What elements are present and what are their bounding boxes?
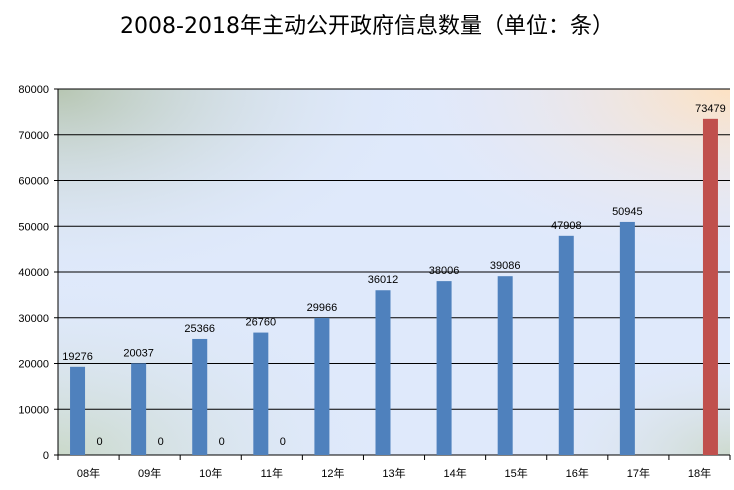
y-tick-label: 0 [43,450,49,462]
data-label: 19276 [62,351,93,363]
x-tick-label: 15年 [505,466,528,480]
data-label: 47908 [551,220,582,232]
bar [619,221,635,455]
data-label: 38006 [429,265,460,277]
data-label: 39086 [490,260,521,272]
x-tick-label: 11年 [261,466,283,480]
bar [70,366,86,455]
data-label: 20037 [123,347,154,359]
data-label: 0 [96,436,102,448]
x-tick-label: 16年 [566,466,589,480]
x-tick-label: 18年 [688,466,711,480]
y-tick-label: 80000 [18,84,49,96]
y-tick-label: 70000 [18,130,49,142]
data-label: 0 [280,436,286,448]
y-tick-label: 20000 [18,359,49,371]
bar [375,290,391,455]
bar [558,235,574,455]
x-tick-label: 08年 [77,466,100,480]
data-label: 50945 [612,206,643,218]
bars [70,118,718,456]
data-label: 73479 [695,103,726,115]
axes: 0 10000 20000 30000 40000 50000 60000 70000 8000… [18,84,731,480]
data-label: 25366 [184,323,215,335]
bar [702,118,718,456]
x-tick-label: 14年 [443,466,466,480]
labels: 19276 20037 25366 26760 29966 36012 38006 39086… [62,103,726,448]
data-label: 0 [219,436,225,448]
data-label: 26760 [246,317,277,329]
bar [314,317,330,455]
x-tick-label: 13年 [382,466,405,480]
y-tick-label: 10000 [18,404,49,416]
y-tick-label: 50000 [18,221,49,233]
chart-title: 2008-2018年主动公开政府信息数量（单位：条） [120,14,614,39]
y-tick-label: 30000 [18,313,49,325]
x-tick-label: 10年 [199,466,222,480]
data-label: 29966 [307,302,338,314]
bar [131,363,147,455]
bar [497,276,513,455]
x-tick-label: 12年 [321,466,344,480]
gridlines [58,88,730,410]
bar [436,281,452,455]
bar [192,338,208,455]
bar [253,332,269,455]
x-tick-label: 09年 [138,466,161,480]
x-tick-label: 17年 [627,466,650,480]
y-tick-label: 40000 [18,267,49,279]
y-tick-label: 60000 [18,176,49,188]
data-label: 0 [158,436,164,448]
data-label: 36012 [368,274,399,286]
